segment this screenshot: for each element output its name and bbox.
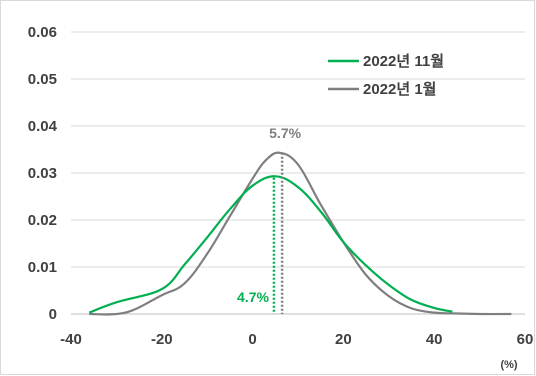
gridlines: [71, 31, 525, 268]
annotation-label: 5.7%: [269, 125, 301, 141]
y-tick-label: 0.06: [28, 24, 57, 41]
legend-label: 2022년 11월: [363, 53, 444, 70]
x-tick-label: 60: [517, 331, 534, 348]
annotation-label: 4.7%: [237, 289, 269, 305]
y-tick-label: 0: [49, 306, 57, 323]
x-tick-label: 0: [248, 331, 256, 348]
series-layer: [88, 151, 512, 316]
x-tick-label: 40: [426, 331, 443, 348]
legend: 2022년 11월 2022년 1월: [328, 53, 444, 98]
annotation-layer: 4.7% 5.7%: [237, 125, 302, 314]
x-tick-label: -20: [151, 331, 173, 348]
x-axis-ticks: -40 -20 0 20 40 60: [60, 331, 533, 348]
series-line-0: [88, 175, 453, 314]
x-tick-label: 20: [335, 331, 352, 348]
legend-label: 2022년 1월: [363, 81, 436, 98]
x-axis-unit: (%): [500, 359, 517, 371]
series-line-1: [89, 151, 512, 316]
y-tick-label: 0.02: [28, 212, 57, 229]
x-tick-label: -40: [60, 331, 82, 348]
y-tick-label: 0.01: [28, 259, 57, 276]
y-axis-ticks: 0 0.01 0.02 0.03 0.04 0.05 0.06: [28, 24, 58, 323]
y-tick-label: 0.05: [28, 71, 57, 88]
y-tick-label: 0.04: [28, 118, 58, 135]
y-tick-label: 0.03: [28, 165, 57, 182]
